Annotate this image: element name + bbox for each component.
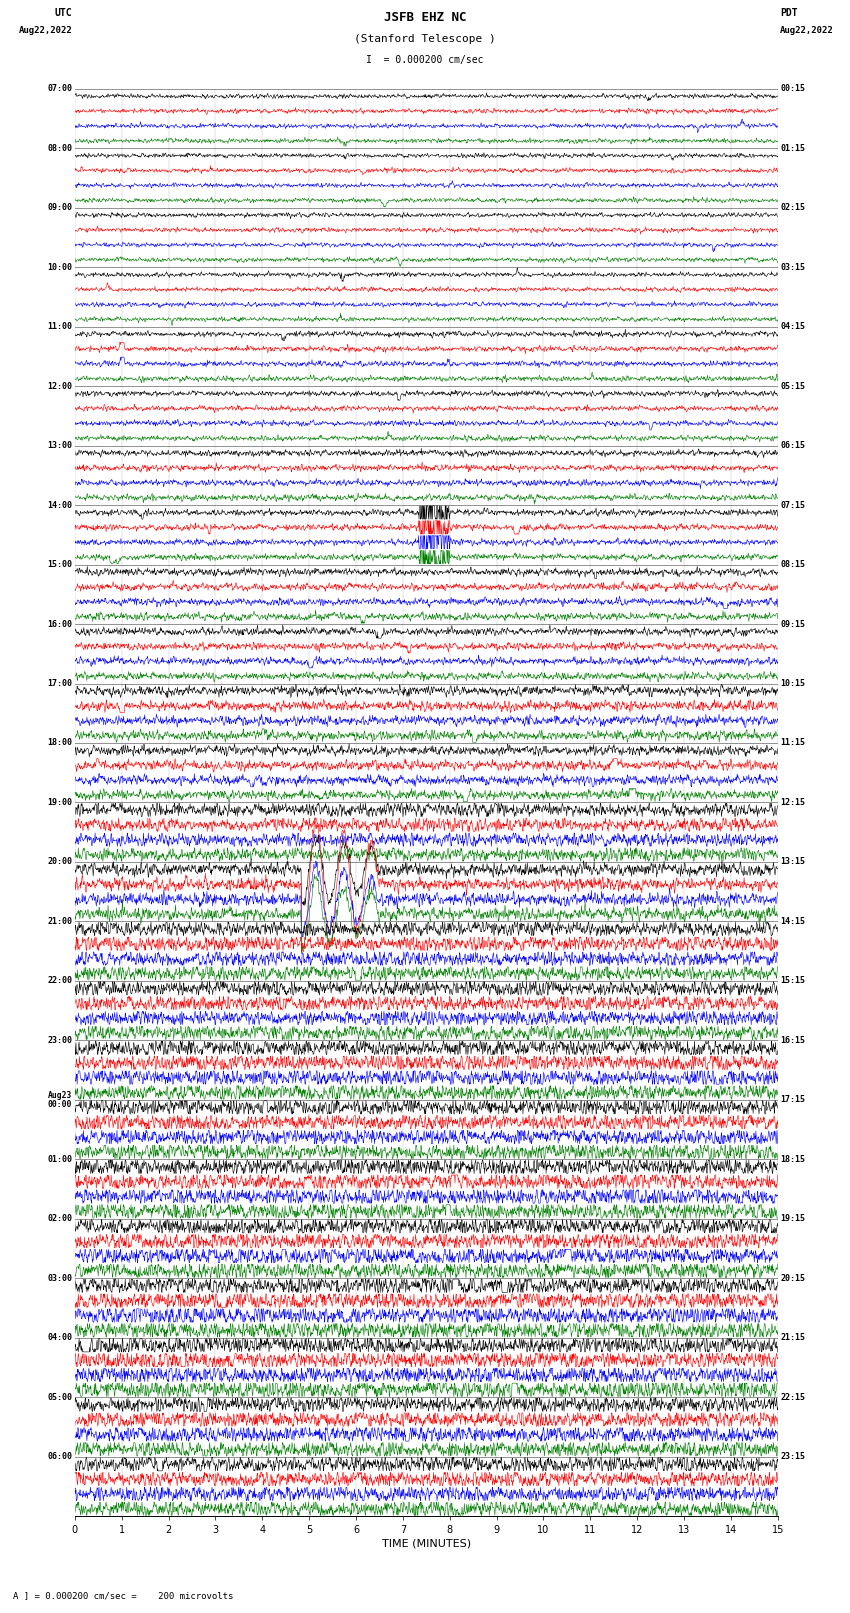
Text: UTC: UTC	[54, 8, 72, 18]
Text: 14:15: 14:15	[780, 916, 805, 926]
Text: 09:00: 09:00	[48, 203, 72, 213]
Text: 17:00: 17:00	[48, 679, 72, 689]
Text: (Stanford Telescope ): (Stanford Telescope )	[354, 34, 496, 44]
Text: 00:15: 00:15	[780, 84, 805, 94]
Text: 18:15: 18:15	[780, 1155, 805, 1165]
Text: 09:15: 09:15	[780, 619, 805, 629]
Text: 10:15: 10:15	[780, 679, 805, 689]
Text: 05:00: 05:00	[48, 1392, 72, 1402]
Text: 04:00: 04:00	[48, 1334, 72, 1342]
Text: 16:00: 16:00	[48, 619, 72, 629]
Text: 07:00: 07:00	[48, 84, 72, 94]
Text: 08:15: 08:15	[780, 560, 805, 569]
Text: 21:00: 21:00	[48, 916, 72, 926]
Text: 16:15: 16:15	[780, 1036, 805, 1045]
Text: 19:15: 19:15	[780, 1215, 805, 1223]
Text: 19:00: 19:00	[48, 798, 72, 806]
Text: 02:15: 02:15	[780, 203, 805, 213]
Text: 05:15: 05:15	[780, 382, 805, 390]
Text: 11:15: 11:15	[780, 739, 805, 747]
Text: 12:00: 12:00	[48, 382, 72, 390]
Text: 20:15: 20:15	[780, 1274, 805, 1282]
Text: Aug22,2022: Aug22,2022	[19, 26, 72, 35]
Text: 22:00: 22:00	[48, 976, 72, 986]
Text: 03:15: 03:15	[780, 263, 805, 271]
Text: Aug23: Aug23	[48, 1090, 72, 1100]
Text: 00:00: 00:00	[48, 1100, 72, 1110]
Text: 10:00: 10:00	[48, 263, 72, 271]
Text: 17:15: 17:15	[780, 1095, 805, 1105]
Text: 15:15: 15:15	[780, 976, 805, 986]
Text: 13:00: 13:00	[48, 440, 72, 450]
Text: Aug22,2022: Aug22,2022	[780, 26, 834, 35]
Text: 06:00: 06:00	[48, 1452, 72, 1461]
Text: 07:15: 07:15	[780, 500, 805, 510]
Text: 02:00: 02:00	[48, 1215, 72, 1223]
Text: JSFB EHZ NC: JSFB EHZ NC	[383, 11, 467, 24]
Text: A ] = 0.000200 cm/sec =    200 microvolts: A ] = 0.000200 cm/sec = 200 microvolts	[13, 1590, 233, 1600]
Text: 11:00: 11:00	[48, 323, 72, 331]
X-axis label: TIME (MINUTES): TIME (MINUTES)	[382, 1539, 471, 1548]
Text: 13:15: 13:15	[780, 858, 805, 866]
Text: 04:15: 04:15	[780, 323, 805, 331]
Text: 23:15: 23:15	[780, 1452, 805, 1461]
Text: PDT: PDT	[780, 8, 798, 18]
Text: 01:15: 01:15	[780, 144, 805, 153]
Text: 15:00: 15:00	[48, 560, 72, 569]
Text: I  = 0.000200 cm/sec: I = 0.000200 cm/sec	[366, 55, 484, 65]
Text: 23:00: 23:00	[48, 1036, 72, 1045]
Text: 03:00: 03:00	[48, 1274, 72, 1282]
Text: 12:15: 12:15	[780, 798, 805, 806]
Text: 22:15: 22:15	[780, 1392, 805, 1402]
Text: 21:15: 21:15	[780, 1334, 805, 1342]
Text: 08:00: 08:00	[48, 144, 72, 153]
Text: 06:15: 06:15	[780, 440, 805, 450]
Text: 14:00: 14:00	[48, 500, 72, 510]
Text: 01:00: 01:00	[48, 1155, 72, 1165]
Text: 20:00: 20:00	[48, 858, 72, 866]
Text: 18:00: 18:00	[48, 739, 72, 747]
